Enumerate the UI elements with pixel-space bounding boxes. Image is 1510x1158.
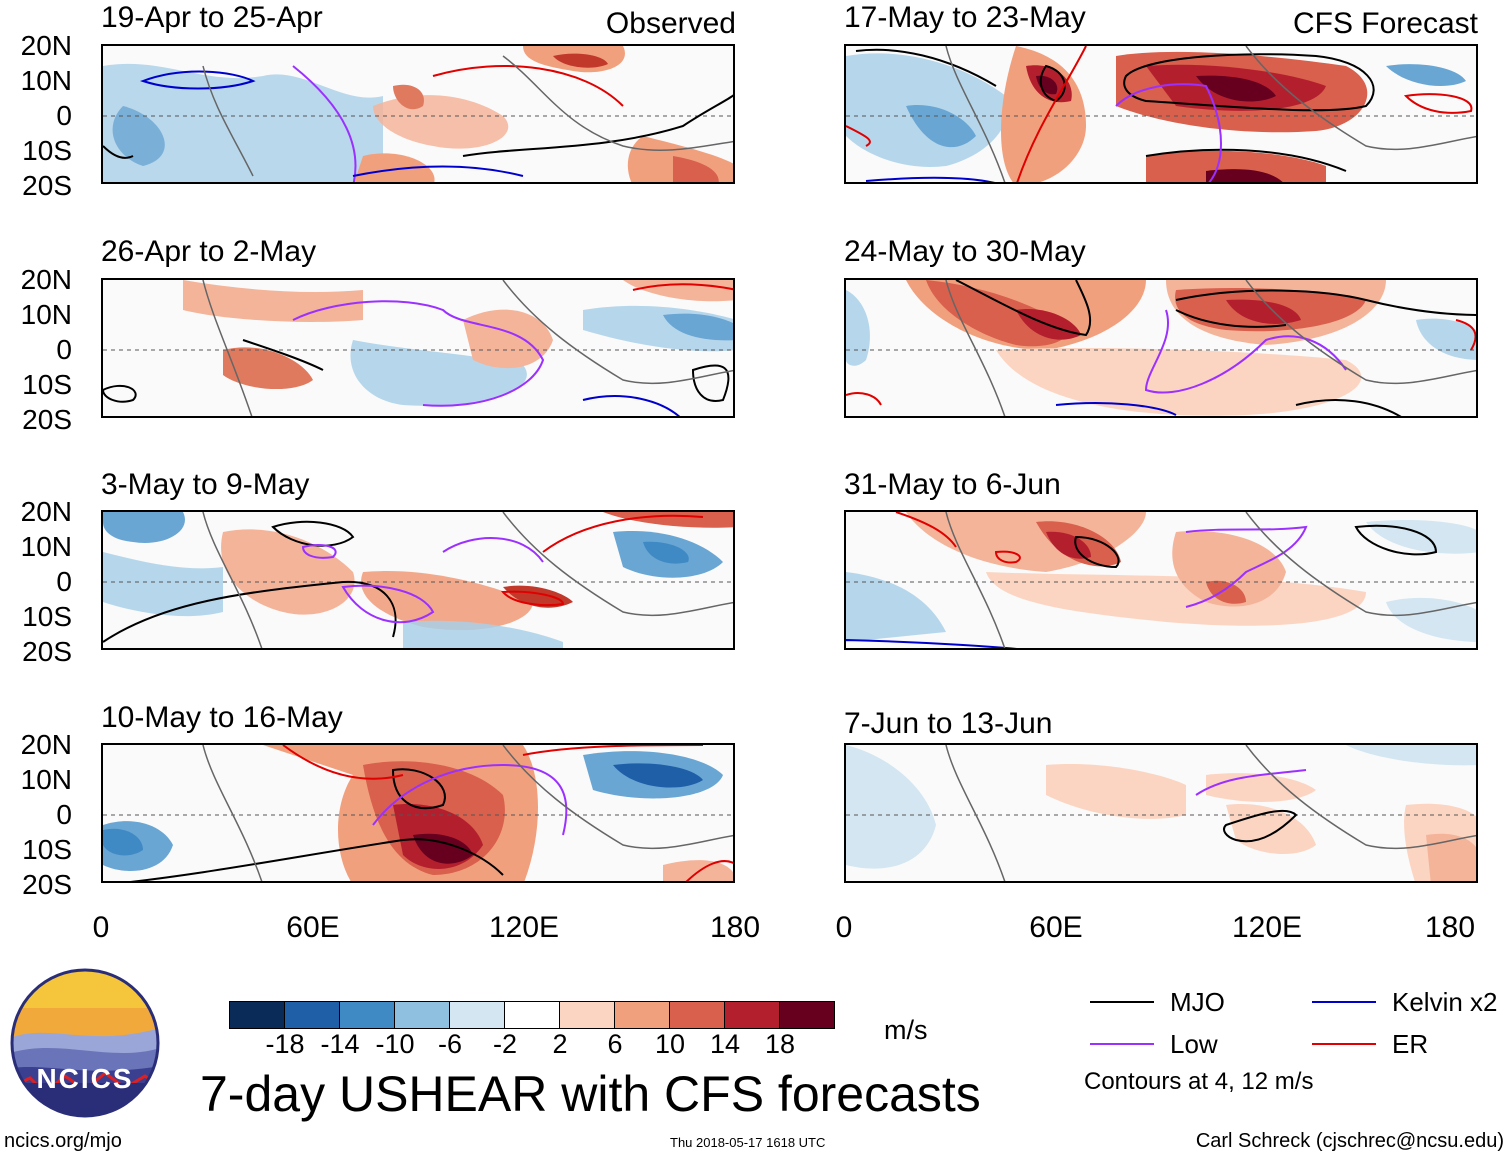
- ncics-logo-text: NCICS: [36, 1063, 134, 1094]
- colorbar-tick: 18: [764, 1029, 796, 1059]
- lat-label: 10S: [22, 834, 72, 865]
- footer-url[interactable]: ncics.org/mjo: [4, 1130, 122, 1152]
- obs-panel-1-title: 19-Apr to 25-Apr: [101, 1, 323, 34]
- lat-label: 20N: [20, 729, 72, 760]
- colorbar-swatch: [779, 1002, 834, 1028]
- lat-label: 20S: [22, 636, 72, 667]
- colorbar: [229, 1001, 835, 1029]
- lon-label: 120E: [1231, 911, 1303, 944]
- lon-label: 120E: [488, 911, 560, 944]
- obs-panel-3-title: 3-May to 9-May: [101, 468, 310, 501]
- colorbar-tick: -2: [492, 1029, 517, 1059]
- lat-label: 0: [56, 799, 72, 830]
- fcst-map-panel-3: [844, 510, 1478, 650]
- legend-label-mjo: MJO: [1170, 987, 1225, 1017]
- colorbar-tick: -6: [437, 1029, 462, 1059]
- lon-label: 0: [92, 911, 110, 944]
- obs-map-panel-4: [101, 743, 735, 883]
- lat-label: 10N: [20, 65, 72, 96]
- colorbar-units: m/s: [884, 1015, 928, 1045]
- fcst-map-panel-2: [844, 278, 1478, 418]
- colorbar-swatch: [504, 1002, 559, 1028]
- fcst-map-panel-4: [844, 743, 1478, 883]
- colorbar-tick: 10: [654, 1029, 686, 1059]
- legend-label-low: Low: [1170, 1029, 1218, 1059]
- legend-note: Contours at 4, 12 m/s: [1084, 1068, 1314, 1095]
- colorbar-tick: 6: [607, 1029, 623, 1059]
- lat-label: 10N: [20, 299, 72, 330]
- fcst-map-panel-1: [844, 44, 1478, 184]
- obs-panel-2-title: 26-Apr to 2-May: [101, 235, 317, 268]
- legend-line-mjo: [1090, 1001, 1154, 1003]
- ncics-logo-graphic: [10, 968, 160, 1118]
- colorbar-tick: -18: [265, 1029, 305, 1059]
- lat-label: 10S: [22, 135, 72, 166]
- colorbar-swatch: [284, 1002, 339, 1028]
- lat-label: 0: [56, 334, 72, 365]
- colorbar-swatch: [669, 1002, 724, 1028]
- obs-panel-4-title: 10-May to 16-May: [101, 701, 343, 734]
- lat-label: 20S: [22, 869, 72, 900]
- main-title: 7-day USHEAR with CFS forecasts: [200, 1066, 981, 1122]
- legend-line-low: [1090, 1043, 1154, 1045]
- obs-map-panel-3: [101, 510, 735, 650]
- lon-label: 180: [1424, 911, 1476, 944]
- fcst-panel-4-title: 7-Jun to 13-Jun: [844, 707, 1053, 740]
- lat-label: 20S: [22, 170, 72, 201]
- footer-credit: Carl Schreck (cjschrec@ncsu.edu): [1195, 1130, 1504, 1152]
- lat-label: 10N: [20, 764, 72, 795]
- fcst-panel-1-title: 17-May to 23-May: [844, 1, 1086, 34]
- forecast-label: CFS Forecast: [1292, 7, 1478, 40]
- lat-label: 0: [56, 566, 72, 597]
- colorbar-swatch: [339, 1002, 394, 1028]
- lon-label: 60E: [286, 911, 340, 944]
- colorbar-tick: 2: [552, 1029, 568, 1059]
- legend-label-er: ER: [1392, 1029, 1429, 1059]
- fcst-panel-2-title: 24-May to 30-May: [844, 235, 1086, 268]
- colorbar-swatch: [394, 1002, 449, 1028]
- observed-label: Observed: [605, 7, 736, 40]
- lat-label: 20N: [20, 496, 72, 527]
- lon-label: 180: [709, 911, 761, 944]
- lon-label: 0: [835, 911, 853, 944]
- ncics-logo: NCICS: [10, 968, 160, 1118]
- colorbar-tick: -10: [375, 1029, 415, 1059]
- lat-label: 20N: [20, 30, 72, 61]
- legend-line-kelvin: [1312, 1001, 1376, 1003]
- obs-map-panel-2: [101, 278, 735, 418]
- footer-timestamp: Thu 2018-05-17 1618 UTC: [670, 1135, 826, 1150]
- lat-label: 10N: [20, 531, 72, 562]
- colorbar-swatch: [614, 1002, 669, 1028]
- colorbar-swatch: [449, 1002, 504, 1028]
- colorbar-tick: 14: [709, 1029, 741, 1059]
- obs-map-panel-1: [101, 44, 735, 184]
- lat-label: 20S: [22, 404, 72, 435]
- colorbar-swatch: [724, 1002, 779, 1028]
- legend-line-er: [1312, 1043, 1376, 1045]
- lat-label: 0: [56, 100, 72, 131]
- colorbar-tick: -14: [320, 1029, 360, 1059]
- colorbar-swatch: [559, 1002, 614, 1028]
- colorbar-swatch: [230, 1002, 284, 1028]
- lat-label: 10S: [22, 369, 72, 400]
- lat-label: 10S: [22, 601, 72, 632]
- fcst-panel-3-title: 31-May to 6-Jun: [844, 468, 1061, 501]
- lon-label: 60E: [1029, 911, 1083, 944]
- lat-label: 20N: [20, 264, 72, 295]
- legend-label-kelvin: Kelvin x2: [1392, 987, 1498, 1017]
